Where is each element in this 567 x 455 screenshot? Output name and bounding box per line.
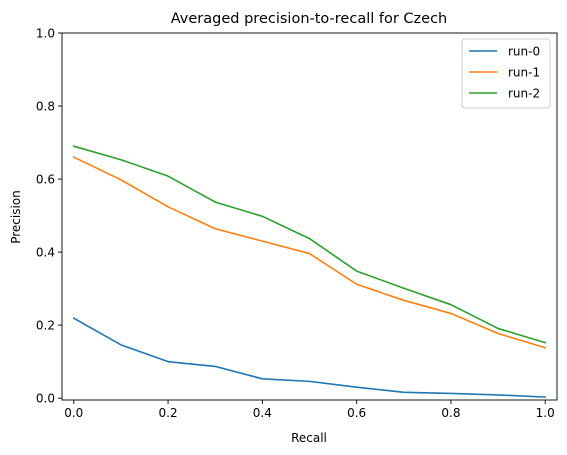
x-tick-label: 1.0 (536, 406, 555, 420)
series-line-run-2 (72, 145, 547, 344)
x-tick-label: 0.8 (441, 406, 460, 420)
legend-entries: run-0 run-1 run-2 (469, 45, 540, 101)
x-tick-label: 0.2 (159, 406, 178, 420)
legend: run-0 run-1 run-2 (461, 38, 551, 109)
series-layer (72, 145, 547, 398)
plot-area-frame (61, 32, 558, 401)
x-tick-label: 0.4 (253, 406, 272, 420)
x-axis-label: Recall (291, 431, 327, 445)
legend-label-run-2: run-2 (508, 87, 540, 101)
y-tick-label: 0.2 (36, 319, 55, 333)
legend-label-run-1: run-1 (508, 66, 540, 80)
series-line-run-0 (72, 317, 547, 398)
y-tick-label: 0.6 (36, 173, 55, 187)
y-tick-label: 0.0 (36, 392, 55, 406)
y-tick-label: 0.4 (36, 246, 55, 260)
y-axis-label: Precision (9, 190, 23, 244)
legend-label-run-0: run-0 (508, 45, 540, 59)
chart-title: Averaged precision-to-recall for Czech (171, 11, 448, 27)
series-line-run-1 (72, 156, 547, 349)
legend-frame (461, 38, 551, 109)
ticks-layer: 0.0 0.2 0.4 0.6 0.8 1.0 0.0 0.2 0.4 0.6 0.8 1.0 (36, 27, 555, 421)
y-tick-label: 0.8 (36, 100, 55, 114)
x-tick-label: 0.6 (347, 406, 366, 420)
x-tick-label: 0.0 (64, 406, 83, 420)
y-tick-label: 1.0 (36, 27, 55, 41)
